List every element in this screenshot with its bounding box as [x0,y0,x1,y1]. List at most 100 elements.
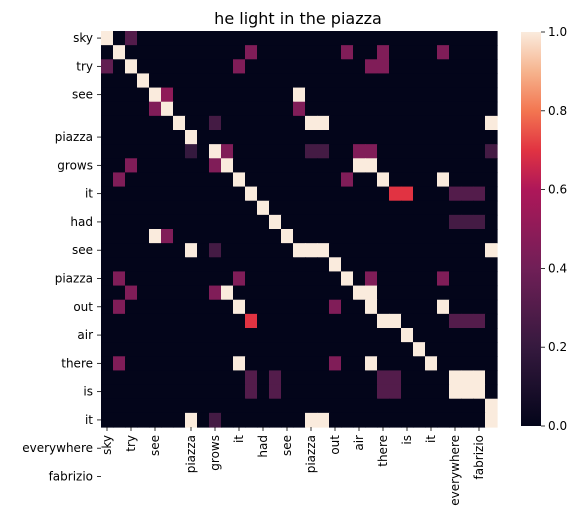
heatmap-cell [185,144,198,159]
heatmap-cell [137,115,150,131]
heatmap-cell [461,158,474,174]
heatmap-cell [461,200,474,216]
heatmap-cell [269,342,282,357]
heatmap-cell [149,200,162,216]
heatmap-cell [233,370,246,386]
heatmap-cell [281,214,294,230]
heatmap-cell [485,299,498,315]
heatmap-cell [389,313,402,329]
y-tick-label: grows [57,158,93,172]
heatmap-cell [137,328,150,343]
heatmap-cell [113,158,126,174]
heatmap-cell [257,130,270,145]
heatmap-cell [389,186,402,202]
heatmap-cell [281,158,294,174]
heatmap-cell [329,356,342,372]
heatmap-cell [413,214,426,230]
heatmap-cell [101,45,114,60]
heatmap-cell [233,342,246,357]
heatmap-cell [449,130,462,145]
heatmap-cell [161,412,174,428]
heatmap-cell [149,229,162,244]
heatmap-cell [377,144,390,159]
heatmap-cell [245,384,258,400]
heatmap-cell [185,73,198,89]
heatmap-cell [293,130,306,145]
heatmap-cell [353,356,366,372]
heatmap-cell [449,158,462,174]
heatmap-cell [437,214,450,230]
heatmap-cell [377,186,390,202]
heatmap-cell [365,87,378,103]
heatmap-cell [209,101,222,117]
heatmap-cell [125,45,138,60]
heatmap-cell [161,130,174,145]
heatmap-cell [401,31,414,46]
heatmap-cell [137,313,150,329]
heatmap-cell [473,370,486,386]
heatmap-cell [293,172,306,188]
heatmap-cell [413,172,426,188]
heatmap-cell [209,87,222,103]
heatmap-cell [317,285,330,301]
heatmap-cell [233,172,246,188]
heatmap-cell [197,356,210,372]
heatmap-cell [245,243,258,258]
heatmap-cell [437,229,450,244]
heatmap-cell [233,257,246,273]
heatmap-cell [389,45,402,60]
heatmap-cell [233,101,246,117]
heatmap-cell [281,356,294,372]
heatmap-cell [113,370,126,386]
heatmap-cell [341,412,354,428]
heatmap-cell [413,31,426,46]
heatmap-cell [341,398,354,414]
heatmap-cell [305,144,318,159]
heatmap-cell [425,172,438,188]
heatmap-cell [245,257,258,273]
heatmap-cell [137,229,150,244]
heatmap-cell [233,73,246,89]
heatmap-cell [221,257,234,273]
heatmap-cell [257,229,270,244]
heatmap-cell [125,200,138,216]
heatmap-cell [401,257,414,273]
heatmap-cell [257,384,270,400]
heatmap-cell [221,243,234,258]
heatmap-cell [317,144,330,159]
heatmap-cell [269,271,282,287]
heatmap-cell [473,214,486,230]
heatmap-cell [353,243,366,258]
heatmap-cell [197,342,210,357]
heatmap-cell [317,31,330,46]
heatmap-cell [473,313,486,329]
heatmap-cell [341,370,354,386]
heatmap-cell [281,115,294,131]
heatmap-cell [101,412,114,428]
heatmap-cell [149,87,162,103]
heatmap-cell [269,186,282,202]
heatmap-cell [353,257,366,273]
heatmap-cell [341,59,354,75]
heatmap-cell [437,342,450,357]
heatmap-cell [329,87,342,103]
heatmap-cell [245,172,258,188]
heatmap-cell [125,342,138,357]
heatmap-cell [341,285,354,301]
heatmap-cell [365,299,378,315]
heatmap-cell [413,115,426,131]
heatmap-cell [209,412,222,428]
heatmap-cell [377,73,390,89]
heatmap-cell [485,398,498,414]
heatmap-cell [137,412,150,428]
heatmap-cell [125,271,138,287]
heatmap-cell [401,186,414,202]
heatmap-cell [437,172,450,188]
colorbar [521,32,541,426]
heatmap-cell [353,384,366,400]
heatmap-cell [401,356,414,372]
heatmap-cell [425,200,438,216]
heatmap-cell [221,115,234,131]
heatmap-cell [221,186,234,202]
heatmap-cell [365,342,378,357]
